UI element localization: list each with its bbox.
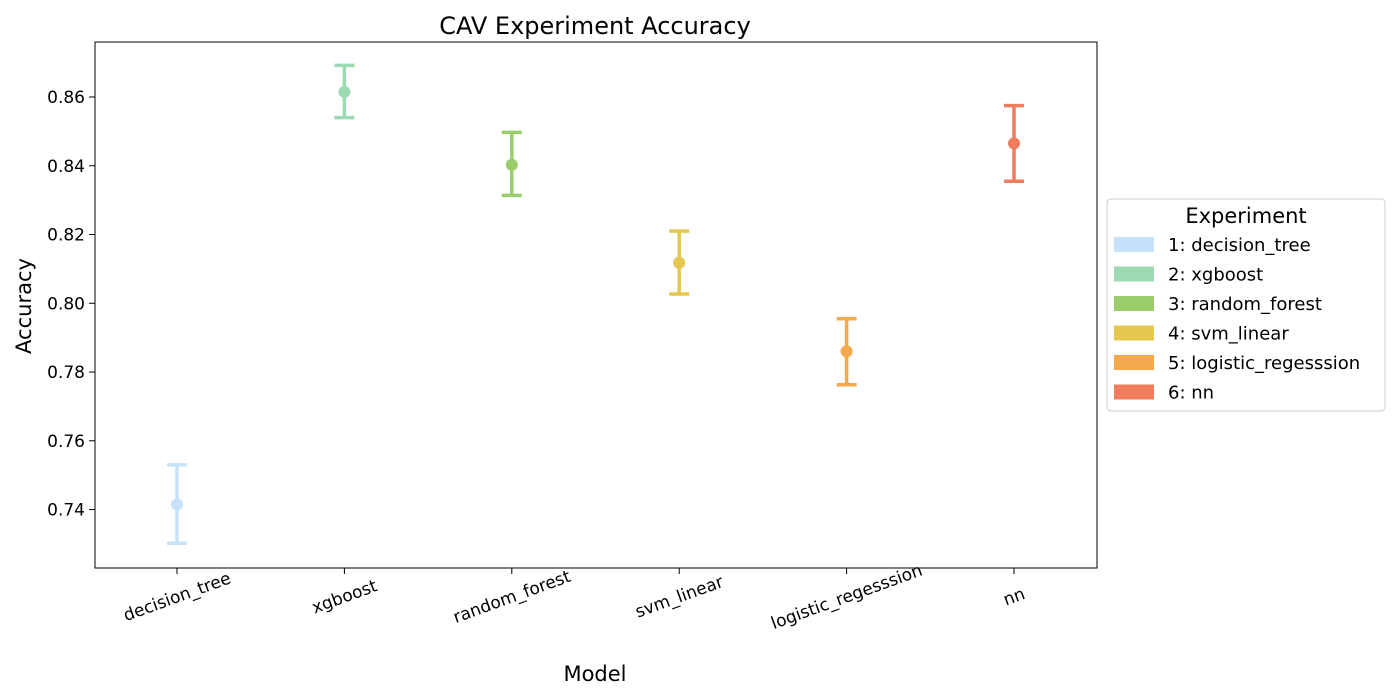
y-tick-label: 0.82	[47, 226, 85, 246]
y-axis-title: Accuracy	[12, 258, 36, 354]
data-point	[171, 498, 183, 511]
x-tick-label: svm_linear	[633, 572, 726, 622]
data-marks	[167, 63, 1024, 545]
plot-area-frame	[94, 41, 1098, 569]
data-point	[840, 345, 853, 358]
legend-swatch	[1114, 237, 1154, 252]
legend-item-logistic_regesssion: 5: logistic_regesssion	[1114, 353, 1360, 374]
y-tick-label: 0.84	[47, 157, 85, 177]
x-tick-label: xgboost	[309, 576, 380, 618]
error-bar-point-xgboost	[334, 63, 355, 120]
data-point	[338, 85, 351, 98]
y-tick-label: 0.86	[47, 88, 85, 108]
legend-item-random_forest: 3: random_forest	[1114, 294, 1322, 315]
error-bar-point-nn	[1004, 103, 1024, 183]
error-bar-point-random_forest	[501, 130, 522, 198]
legend-label: 6: nn	[1168, 383, 1214, 404]
legend-label: 3: random_forest	[1168, 294, 1322, 315]
y-tick-label: 0.80	[47, 294, 85, 314]
legend-swatch	[1114, 325, 1154, 341]
legend-label: 4: svm_linear	[1168, 324, 1289, 345]
legend-items: 1: decision_tree 2: xgboost 3: random_fore…	[1114, 235, 1360, 404]
x-tick-label: nn	[1001, 584, 1028, 610]
y-tick-label: 0.78	[47, 363, 85, 383]
data-point	[1008, 137, 1020, 150]
error-bar-point-logistic_regesssion	[836, 317, 857, 387]
legend-label: 5: logistic_regesssion	[1168, 353, 1360, 374]
y-tick-label: 0.76	[47, 432, 85, 452]
legend-item-xgboost: 2: xgboost	[1114, 265, 1263, 286]
error-bar-point-svm_linear	[669, 229, 690, 296]
x-axis: decision_tree xgboost random_forest svm_lin…	[121, 561, 1028, 634]
data-point	[505, 158, 518, 171]
legend: Experiment 1: decision_tree 2: xgboost 3: …	[1106, 198, 1386, 412]
legend-swatch	[1114, 384, 1154, 400]
y-axis: 0.74 0.76 0.78 0.80 0.82 0.84 0.86	[47, 88, 95, 521]
legend-title: Experiment	[1185, 204, 1306, 228]
legend-box	[1106, 198, 1386, 412]
error-bar-point-decision_tree	[167, 463, 187, 545]
legend-item-svm_linear: 4: svm_linear	[1114, 324, 1289, 345]
legend-swatch	[1114, 355, 1154, 370]
legend-swatch	[1114, 296, 1154, 311]
legend-label: 2: xgboost	[1168, 265, 1263, 286]
x-tick-label: random_forest	[451, 567, 574, 628]
data-point	[673, 256, 686, 269]
x-axis-title: Model	[563, 662, 626, 686]
chart-title: CAV Experiment Accuracy	[439, 12, 751, 40]
legend-item-nn: 6: nn	[1114, 383, 1214, 404]
legend-item-decision_tree: 1: decision_tree	[1114, 235, 1311, 256]
y-tick-label: 0.74	[47, 501, 85, 521]
x-tick-label: decision_tree	[121, 569, 234, 626]
legend-label: 1: decision_tree	[1168, 235, 1311, 256]
legend-swatch	[1114, 266, 1154, 282]
